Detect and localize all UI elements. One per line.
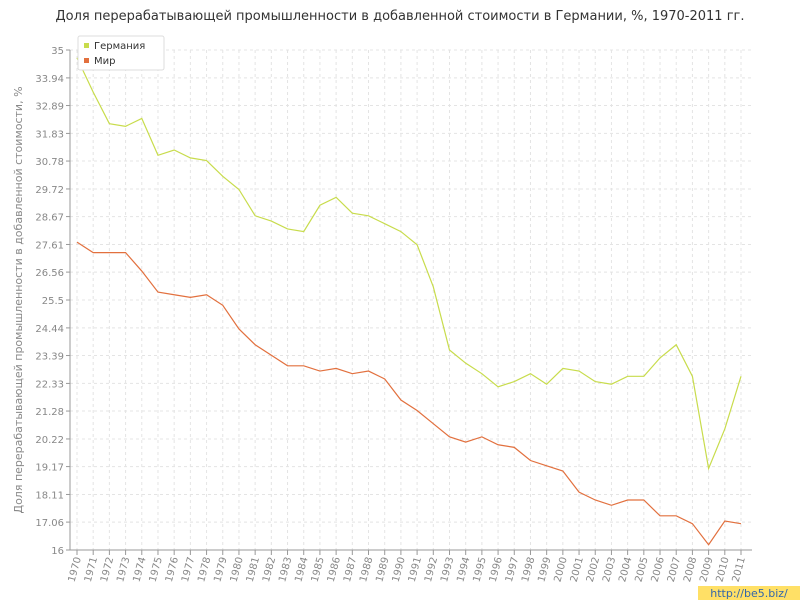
x-tick-label: 1990 [391, 556, 408, 583]
x-tick-label: 2004 [617, 556, 634, 583]
y-axis-label: Доля перерабатывающей промышленности в д… [12, 86, 25, 513]
series-line [76, 57, 742, 471]
x-tick-label: 1979 [212, 556, 229, 583]
x-tick-label: 1995 [472, 556, 489, 583]
y-tick-label: 26.56 [35, 268, 64, 279]
x-tick-label: 1989 [374, 556, 391, 583]
y-tick-label: 22.33 [35, 379, 64, 390]
x-tick-label: 1999 [536, 556, 553, 583]
y-tick-label: 30.78 [35, 157, 64, 168]
y-tick-label: 33.94 [35, 74, 64, 85]
x-tick-label: 1977 [180, 556, 197, 583]
x-tick-label: 2006 [650, 556, 667, 583]
y-tick-label: 32.89 [35, 102, 64, 113]
x-tick-label: 1973 [115, 556, 132, 583]
y-tick-label: 29.72 [35, 185, 64, 196]
series-line [76, 241, 742, 546]
x-tick-label: 1988 [358, 556, 375, 583]
y-tick-label: 19.17 [35, 463, 64, 474]
x-tick-label: 1986 [326, 556, 343, 583]
x-tick-label: 2011 [731, 556, 748, 583]
x-tick-label: 1971 [83, 556, 100, 583]
x-tick-label: 2009 [698, 556, 715, 583]
y-tick-label: 27.61 [35, 240, 64, 251]
x-tick-label: 1992 [423, 556, 440, 583]
y-tick-label: 25.5 [42, 296, 64, 307]
chart-title: Доля перерабатывающей промышленности в д… [56, 9, 745, 24]
x-tick-label: 1974 [131, 556, 148, 583]
x-tick-label: 1984 [293, 556, 310, 583]
x-tick-label: 1975 [148, 556, 165, 583]
x-tick-label: 1987 [342, 556, 359, 583]
x-tick-label: 1981 [245, 556, 262, 583]
watermark: http://be5.biz/ [710, 587, 788, 600]
x-tick-label: 1994 [455, 556, 472, 583]
legend-swatch [84, 58, 89, 63]
x-tick-label: 2005 [634, 556, 651, 583]
legend: Германия Мир [77, 35, 165, 71]
x-tick-label: 2002 [585, 556, 602, 583]
y-tick-label: 18.11 [35, 490, 64, 501]
x-tick-label: 1978 [196, 556, 213, 583]
plot-area [70, 50, 752, 550]
y-tick-label: 23.39 [35, 352, 64, 363]
x-tick-label: 1996 [488, 556, 505, 583]
watermark-bg [698, 586, 800, 600]
y-tick-label: 35 [51, 46, 64, 57]
x-tick-label: 1976 [164, 556, 181, 583]
x-tick-label: 2010 [714, 556, 731, 583]
legend-box [77, 35, 165, 71]
x-tick-label: 1982 [261, 556, 278, 583]
x-tick-label: 1991 [407, 556, 424, 583]
x-tick-label: 2000 [553, 556, 570, 583]
x-tick-label: 2007 [666, 556, 683, 583]
y-tick-label: 21.28 [35, 407, 64, 418]
legend-swatch [84, 43, 89, 48]
x-tick-label: 2008 [682, 556, 699, 583]
x-tick-label: 1983 [277, 556, 294, 583]
y-tick-label: 24.44 [35, 324, 64, 335]
y-tick-label: 31.83 [35, 129, 64, 140]
x-tick-label: 1980 [229, 556, 246, 583]
y-tick-label: 20.22 [35, 435, 64, 446]
x-tick-label: 2003 [601, 556, 618, 583]
y-tick-label: 28.67 [35, 213, 64, 224]
x-tick-label: 1997 [504, 556, 521, 583]
x-tick-label: 2001 [569, 556, 586, 583]
x-tick-label: 1970 [67, 556, 84, 583]
x-tick-label: 1972 [99, 556, 116, 583]
x-tick-label: 1985 [310, 556, 327, 583]
y-tick-label: 17.06 [35, 518, 64, 529]
x-tick-label: 1998 [520, 556, 537, 583]
y-tick-label: 16 [51, 546, 64, 557]
legend-label: Германия [94, 41, 145, 52]
x-tick-label: 1993 [439, 556, 456, 583]
legend-label: Мир [94, 56, 115, 67]
